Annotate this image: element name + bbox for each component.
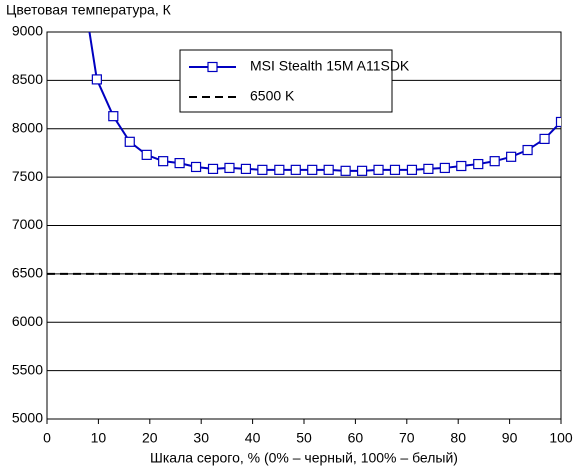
marker — [555, 116, 561, 128]
marker — [489, 156, 500, 167]
marker — [373, 164, 384, 175]
legend-label: 6500 K — [250, 88, 295, 104]
plot-frame — [46, 31, 562, 420]
marker — [340, 165, 351, 176]
marker — [290, 164, 301, 175]
x-tick-label: 90 — [502, 430, 518, 446]
y-tick-label: 8500 — [12, 71, 43, 87]
x-tick-label: 0 — [43, 430, 51, 446]
x-axis-label: Шкала серого, % (0% – черный, 100% – бел… — [150, 450, 458, 466]
marker — [406, 164, 418, 175]
marker — [506, 151, 517, 162]
marker — [257, 164, 268, 175]
marker — [91, 74, 102, 85]
marker — [124, 136, 135, 147]
y-tick-label: 5500 — [12, 361, 43, 377]
marker — [439, 162, 450, 174]
y-tick-label: 6500 — [12, 265, 43, 281]
marker — [456, 160, 467, 172]
plot-area — [47, 32, 561, 275]
y-axis-label: Цветовая температура, К — [6, 2, 172, 18]
x-tick-label: 100 — [549, 430, 573, 446]
y-tick-label: 7500 — [12, 168, 43, 184]
marker — [108, 111, 119, 122]
marker — [307, 164, 318, 175]
y-tick-label: 7000 — [12, 216, 43, 232]
marker — [174, 157, 185, 169]
marker — [473, 158, 484, 170]
x-tick-label: 70 — [399, 430, 415, 446]
x-tick-label: 10 — [91, 430, 107, 446]
x-tick-label: 50 — [296, 430, 312, 446]
y-tick-label: 5000 — [12, 410, 43, 426]
legend-marker — [207, 61, 218, 73]
legend-label: MSI Stealth 15M A11SDK — [250, 58, 410, 74]
marker — [274, 164, 285, 175]
marker — [423, 163, 434, 175]
x-tick-label: 30 — [193, 430, 209, 446]
y-tick-label: 6000 — [12, 313, 43, 329]
marker — [158, 156, 169, 167]
x-tick-label: 20 — [142, 430, 158, 446]
marker — [522, 144, 533, 156]
x-tick-label: 40 — [245, 430, 261, 446]
marker — [190, 161, 202, 173]
marker — [323, 164, 334, 175]
y-tick-label: 8000 — [12, 119, 43, 135]
y-tick-label: 9000 — [12, 23, 43, 39]
x-tick-label: 80 — [450, 430, 466, 446]
marker — [240, 163, 252, 175]
marker — [356, 165, 368, 176]
marker — [207, 163, 219, 175]
legend-box — [179, 49, 393, 113]
marker — [224, 162, 235, 174]
marker — [539, 133, 550, 145]
marker — [141, 149, 152, 160]
marker — [389, 164, 401, 175]
x-tick-label: 60 — [348, 430, 364, 446]
